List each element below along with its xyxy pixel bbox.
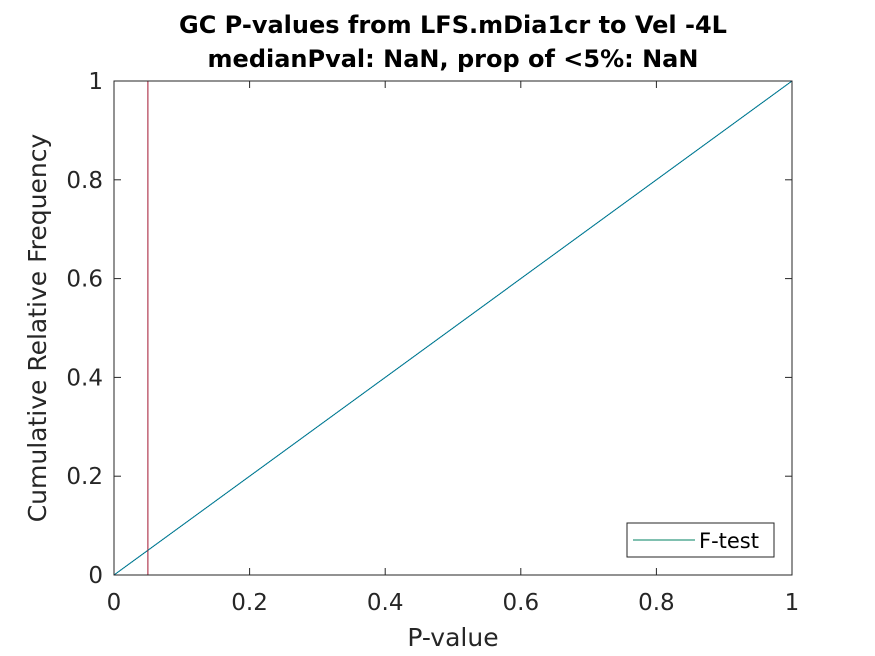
x-tick-label: 0.8 xyxy=(638,590,675,616)
x-tick-label: 0.2 xyxy=(231,590,268,616)
x-tick-label: 0 xyxy=(107,590,122,616)
y-axis-label: Cumulative Relative Frequency xyxy=(23,134,52,523)
y-tick-label: 0.8 xyxy=(66,168,103,194)
y-tick-label: 0 xyxy=(88,563,103,589)
y-tick-label: 0.6 xyxy=(66,267,103,293)
axes: 0 0.2 0.4 0.6 0.8 1 0 0.2 0.4 0.6 0.8 1 xyxy=(66,69,799,616)
y-tick-label: 0.2 xyxy=(66,464,103,490)
y-tick-label: 1 xyxy=(88,69,103,95)
y-tick-label: 0.4 xyxy=(66,365,103,391)
x-tick-label: 1 xyxy=(785,590,800,616)
legend: F-test xyxy=(626,522,775,558)
x-tick-label: 0.4 xyxy=(367,590,404,616)
uniform-reference-line xyxy=(113,80,793,576)
axes-box xyxy=(113,80,793,576)
x-axis-label: P-value xyxy=(407,623,498,652)
legend-label-f-test: F-test xyxy=(699,529,759,553)
x-tick-label: 0.6 xyxy=(503,590,540,616)
chart-title-line-1: GC P-values from LFS.mDia1cr to Vel -4L xyxy=(179,11,727,39)
plot-area xyxy=(113,80,793,576)
chart-title-line-2: medianPval: NaN, prop of <5%: NaN xyxy=(208,45,699,73)
